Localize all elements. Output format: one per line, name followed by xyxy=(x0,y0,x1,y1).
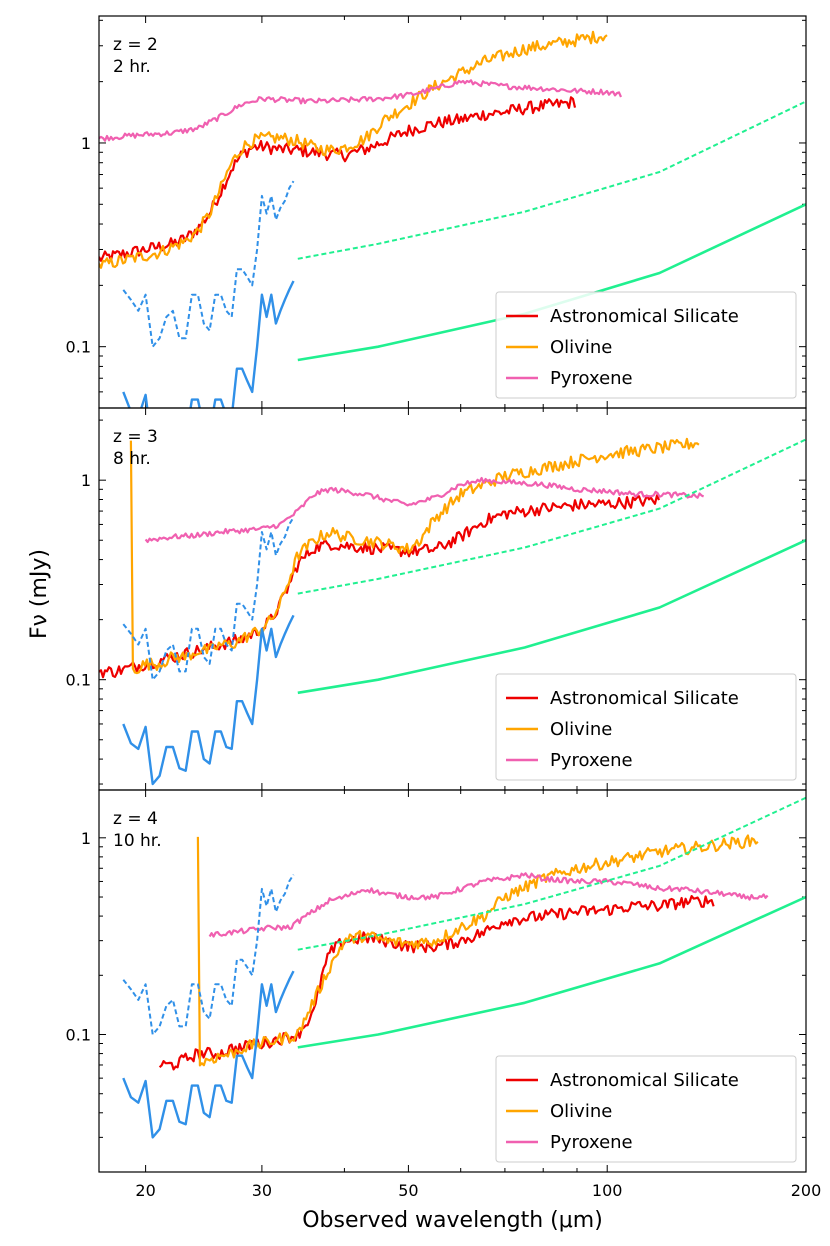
sensitivity-curve-3 xyxy=(122,516,295,681)
legend: Astronomical Silicate Olivine Pyroxene xyxy=(495,1055,797,1163)
panel-label: z = 4 xyxy=(113,809,158,829)
x-tick-label: 30 xyxy=(252,1181,272,1200)
panel-middle: 0.1 1 z = 38 hr. Astronomical Silicate Olivi… xyxy=(66,407,807,791)
sensitivity-curve-4 xyxy=(122,970,295,1139)
legend-label: Astronomical Silicate xyxy=(550,306,739,327)
panel-label: z = 3 xyxy=(113,427,158,447)
legend-label: Astronomical Silicate xyxy=(550,688,739,709)
panel-label: 8 hr. xyxy=(113,449,151,469)
series-group xyxy=(99,30,806,408)
legend-label: Olivine xyxy=(550,1101,612,1122)
sensitivity-curve-6 xyxy=(297,895,806,1049)
series-olivine xyxy=(129,437,700,675)
y-tick-label: 0.1 xyxy=(66,671,91,690)
legend-box xyxy=(495,1055,797,1163)
series-astronomical-silicate xyxy=(99,494,661,679)
y-tick-label: 1 xyxy=(81,829,91,848)
series-olivine xyxy=(99,30,608,269)
panel-label: 10 hr. xyxy=(113,831,162,851)
series-group xyxy=(99,437,806,786)
sensitivity-curve-3 xyxy=(122,180,295,348)
legend-label: Pyroxene xyxy=(550,1132,633,1153)
ticks xyxy=(99,16,807,409)
sensitivity-curve-3 xyxy=(122,874,295,1036)
y-tick-label: 0.1 xyxy=(66,1026,91,1045)
sensitivity-curve-6 xyxy=(297,539,806,695)
sensitivity-curve-4 xyxy=(122,280,295,408)
legend-label: Olivine xyxy=(550,719,612,740)
series-astronomical-silicate xyxy=(99,96,577,262)
series-astronomical-silicate xyxy=(158,894,715,1071)
x-tick-label: 200 xyxy=(791,1181,822,1200)
y-tick-label: 0.1 xyxy=(66,338,91,357)
panel-top: 0.1 1 z = 22 hr. Astronomical Silicate Olivi… xyxy=(66,15,807,409)
series-olivine xyxy=(196,834,759,1067)
x-tick-label: 100 xyxy=(592,1181,623,1200)
sensitivity-curve-5 xyxy=(297,438,806,595)
y-tick-label: 1 xyxy=(81,134,91,153)
series-pyroxene xyxy=(99,79,623,142)
panel-label: 2 hr. xyxy=(113,57,151,77)
panel-label: z = 2 xyxy=(113,35,158,55)
sensitivity-curve-5 xyxy=(297,796,806,951)
series-pyroxene xyxy=(208,872,769,938)
sensitivity-curve-5 xyxy=(297,100,806,260)
legend-label: Olivine xyxy=(550,337,612,358)
y-axis-label: Fν (mJy) xyxy=(27,549,52,639)
x-tick-label: 20 xyxy=(135,1181,155,1200)
y-tick-label: 1 xyxy=(81,471,91,490)
plot-frame xyxy=(98,789,807,1173)
series-group xyxy=(122,796,806,1139)
legend-box xyxy=(495,291,797,399)
legend-label: Pyroxene xyxy=(550,368,633,389)
legend-box xyxy=(495,673,797,781)
x-axis-label: Observed wavelength (μm) xyxy=(302,1208,603,1233)
series-pyroxene xyxy=(144,476,705,544)
legend: Astronomical Silicate Olivine Pyroxene xyxy=(495,673,797,781)
x-tick-label: 50 xyxy=(398,1181,418,1200)
ticks xyxy=(99,790,807,1173)
legend-label: Pyroxene xyxy=(550,750,633,771)
legend-label: Astronomical Silicate xyxy=(550,1070,739,1091)
sensitivity-curve-4 xyxy=(122,614,295,786)
legend: Astronomical Silicate Olivine Pyroxene xyxy=(495,291,797,399)
panel-bottom: 0.1 1 20 30 50 100 200 z = 410 hr. Astronomical … xyxy=(66,789,822,1200)
